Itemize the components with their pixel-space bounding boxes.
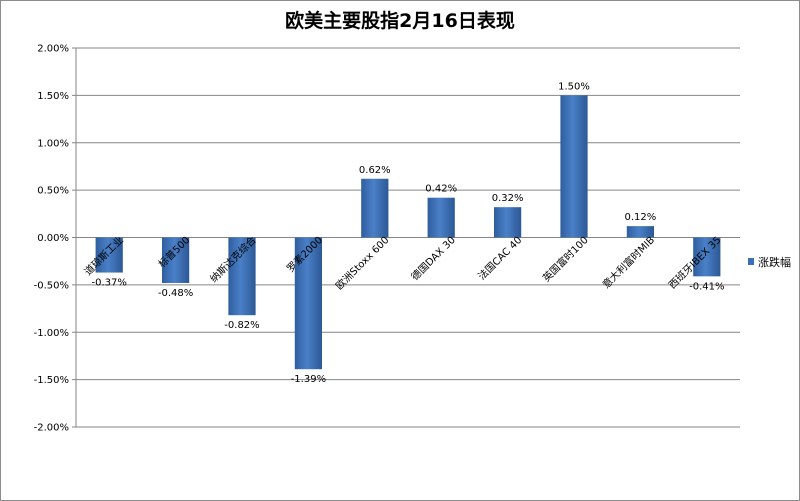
- category-label: 欧洲Stoxx 600: [333, 234, 391, 292]
- data-label: -1.39%: [291, 374, 326, 385]
- data-label: -0.82%: [224, 320, 259, 331]
- category-label: 法国CAC 40: [475, 233, 524, 282]
- y-axis: 2.00% 1.50% 1.00% 0.50% 0.00% -0.50% -1.00% -1.…: [34, 44, 77, 434]
- data-label: 0.32%: [492, 193, 524, 204]
- category-label: 德国DAX 30: [408, 233, 458, 283]
- bar: [95, 237, 123, 273]
- data-label: -0.37%: [92, 278, 127, 289]
- legend-swatch: [748, 258, 754, 265]
- y-tick-label: 2.00%: [37, 44, 69, 55]
- y-tick-label: 1.00%: [37, 138, 69, 149]
- legend-label: 涨跌幅: [758, 255, 791, 269]
- chart-title: 欧美主要股指2月16日表现: [285, 10, 515, 32]
- y-tick-label: 1.50%: [37, 91, 69, 102]
- bar: [294, 237, 323, 370]
- data-label: 0.62%: [359, 165, 391, 176]
- y-tick-label: 0.50%: [37, 186, 69, 197]
- bar: [361, 178, 389, 238]
- y-tick-label: -1.00%: [34, 328, 69, 339]
- bar: [626, 226, 655, 238]
- bar: [693, 237, 721, 277]
- bar: [493, 207, 522, 238]
- bar: [560, 95, 588, 238]
- bar: [161, 237, 190, 283]
- data-label: -0.41%: [689, 281, 724, 292]
- data-label: 0.42%: [425, 184, 457, 195]
- y-tick-label: 0.00%: [37, 233, 69, 244]
- category-label: 英国富时100: [540, 233, 591, 284]
- bar: [427, 197, 455, 238]
- category-label: 意大利富时MIB: [600, 233, 658, 291]
- data-label: -0.48%: [158, 288, 193, 299]
- y-tick-label: -1.50%: [34, 375, 69, 386]
- y-tick-label: -2.00%: [34, 423, 69, 434]
- bar: [228, 237, 256, 316]
- bars: [95, 95, 721, 370]
- legend: 涨跌幅: [748, 255, 791, 269]
- y-tick-label: -0.50%: [34, 280, 69, 291]
- data-label: 0.12%: [625, 212, 657, 223]
- data-label: 1.50%: [558, 81, 590, 92]
